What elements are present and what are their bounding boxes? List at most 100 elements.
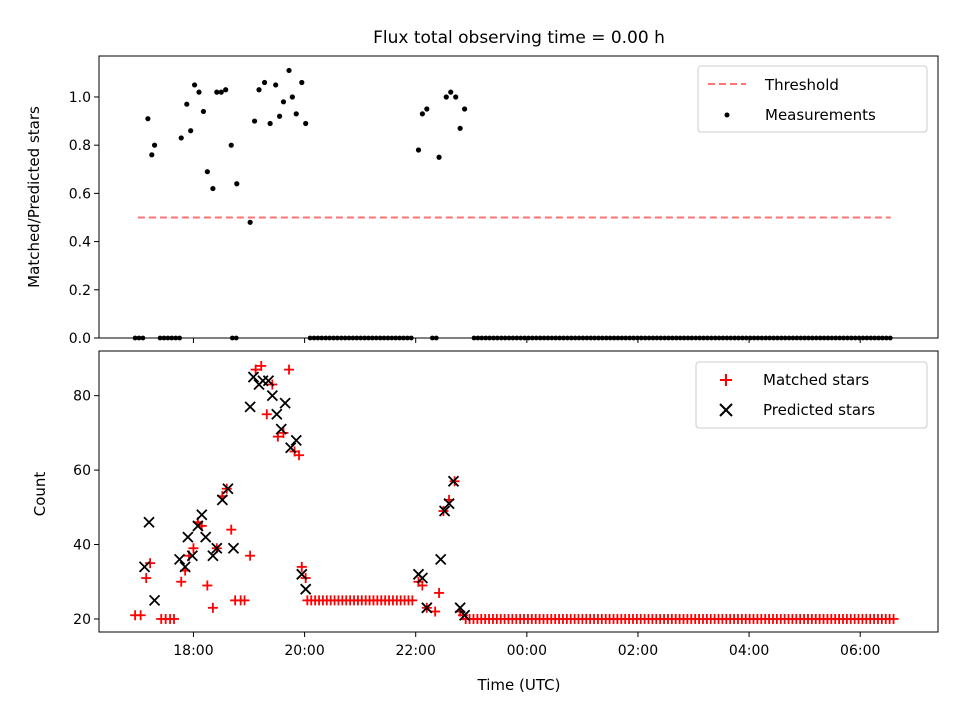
- measurement-point: [149, 152, 155, 158]
- predicted-point: [179, 561, 191, 573]
- bottom-panel: 20 40 60 80 18:00 20:00 22:00 00:00 02:00 04:00 06…: [31, 350, 939, 694]
- matched-point: [202, 580, 213, 591]
- top-panel: 0.0 0.2 0.4 0.6 0.8 1.0 Matched/Predicted sta…: [25, 55, 939, 347]
- matched-point: [284, 364, 295, 375]
- predicted-point: [227, 542, 240, 554]
- predicted-point: [421, 602, 433, 614]
- top-y-tick-label: 0.0: [69, 331, 91, 347]
- measurement-point: [448, 89, 454, 95]
- measurement-point: [251, 118, 258, 124]
- top-axes: 0.0 0.2 0.4 0.6 0.8 1.0: [69, 90, 861, 347]
- measurement-point: [204, 169, 210, 175]
- bottom-x-tick-label: 04:00: [729, 643, 769, 659]
- bottom-y-tick-label: 80: [73, 389, 91, 405]
- top-legend: Threshold Measurements: [697, 65, 928, 133]
- top-y-tick-label: 0.4: [69, 235, 91, 251]
- matched-point: [457, 610, 468, 621]
- measurement-point: [223, 87, 229, 93]
- legend-threshold-label: Threshold: [764, 76, 839, 94]
- predicted-point: [279, 397, 291, 409]
- matched-point: [250, 364, 261, 375]
- predicted-point: [296, 568, 308, 580]
- measurement-point: [184, 101, 190, 107]
- measurement-point: [191, 82, 198, 88]
- predicted-point: [300, 583, 312, 595]
- predicted-point: [458, 609, 471, 621]
- measurement-point: [415, 147, 422, 153]
- matched-point: [135, 610, 146, 621]
- measurement-point: [200, 108, 207, 115]
- legend-predicted-swatch: [719, 403, 733, 417]
- measurement-point: [299, 79, 305, 86]
- matched-point: [145, 558, 156, 569]
- matched-point: [434, 587, 445, 598]
- matched-point: [407, 595, 418, 606]
- legend-matched-label: Matched stars: [763, 371, 869, 389]
- bottom-x-tick-label: 22:00: [396, 643, 436, 659]
- predicted-point: [438, 505, 451, 517]
- top-y-axis-label: Matched/Predicted stars: [25, 106, 43, 288]
- top-plot-frame: [98, 55, 939, 339]
- predicted-point: [275, 423, 287, 435]
- bottom-x-tick-label: 20:00: [284, 643, 324, 659]
- matched-point: [888, 613, 899, 624]
- matched-point: [226, 524, 237, 535]
- bottom-data-layer: [130, 360, 899, 624]
- measurement-point: [178, 135, 184, 141]
- predicted-point: [247, 371, 260, 383]
- top-y-tick-label: 1.0: [69, 90, 91, 106]
- measurement-point: [196, 89, 202, 95]
- measurement-point: [419, 111, 425, 117]
- matched-point: [239, 595, 250, 606]
- measurement-point: [273, 82, 279, 88]
- top-y-tick-label: 0.6: [69, 186, 91, 202]
- matched-point: [245, 550, 256, 561]
- measurement-point: [256, 87, 262, 93]
- predicted-point: [262, 375, 275, 387]
- measurement-point: [234, 181, 240, 187]
- predicted-point: [266, 390, 278, 402]
- predicted-point: [222, 483, 234, 495]
- legend-predicted-label: Predicted stars: [763, 401, 875, 419]
- measurement-point: [151, 142, 158, 148]
- legend-matched-swatch: [720, 374, 732, 386]
- bottom-y-tick-label: 20: [73, 612, 91, 628]
- predicted-point: [211, 542, 223, 554]
- top-y-tick-label: 0.2: [69, 283, 91, 299]
- matched-point: [169, 613, 180, 624]
- matched-point: [188, 543, 199, 554]
- measurement-point: [424, 106, 430, 112]
- predicted-point: [290, 434, 302, 446]
- predicted-point: [182, 531, 194, 543]
- top-y-tick-label: 0.8: [69, 138, 91, 154]
- bottom-axes: 20 40 60 80 18:00 20:00 22:00 00:00 02:00 04:00 06…: [73, 389, 880, 659]
- measurement-point: [214, 89, 220, 95]
- measurement-point: [210, 185, 216, 192]
- measurement-point: [261, 79, 268, 86]
- bottom-y-tick-label: 60: [73, 463, 91, 479]
- predicted-point: [148, 594, 161, 607]
- bottom-x-axis-label: Time (UTC): [477, 676, 561, 694]
- legend-measurements-label: Measurements: [765, 106, 876, 124]
- measurement-point: [443, 94, 449, 100]
- measurement-point: [145, 116, 151, 122]
- predicted-point: [443, 497, 455, 510]
- measurement-point: [436, 154, 442, 160]
- measurement-point: [293, 111, 299, 117]
- measurement-point: [247, 219, 253, 225]
- measurement-point: [303, 120, 309, 127]
- matched-point: [296, 561, 307, 572]
- bottom-y-tick-label: 40: [73, 538, 91, 554]
- matched-point: [261, 409, 272, 420]
- bottom-legend: Matched stars Predicted stars: [695, 361, 928, 429]
- predicted-point: [454, 602, 466, 614]
- matched-point: [294, 450, 305, 461]
- measurement-point: [267, 120, 273, 127]
- measurement-point: [276, 113, 283, 119]
- predicted-point: [207, 550, 219, 562]
- matched-point: [430, 606, 441, 617]
- predicted-point: [186, 550, 198, 562]
- matched-point: [417, 580, 428, 591]
- matched-point: [141, 573, 152, 584]
